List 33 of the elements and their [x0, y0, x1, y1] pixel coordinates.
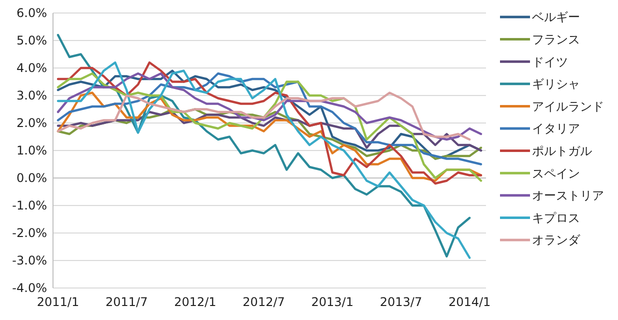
y-tick-label: -4.0%: [12, 281, 47, 296]
y-tick-label: -1.0%: [12, 198, 47, 213]
legend-label: イタリア: [532, 122, 580, 136]
legend-label: ポルトガル: [532, 144, 592, 158]
legend-label: スペイン: [532, 166, 580, 180]
x-tick-label: 2012/7: [242, 295, 285, 309]
x-tick-label: 2011/1: [36, 295, 80, 309]
y-tick-label: 0.0%: [16, 171, 47, 186]
legend-label: アイルランド: [532, 99, 604, 114]
legend-label: キプロス: [532, 210, 580, 225]
x-tick-label: 2014/1: [448, 295, 491, 309]
legend-label: フランス: [532, 32, 580, 46]
legend-label: オーストリア: [532, 188, 604, 203]
y-tick-label: -3.0%: [12, 254, 47, 268]
line-series: [56, 72, 482, 141]
y-tick-label: 1.0%: [16, 144, 47, 158]
legend-label: オランダ: [532, 233, 581, 248]
x-tick-label: 2013/7: [380, 295, 422, 309]
legend-label: ドイツ: [532, 54, 568, 69]
x-tick-label: 2011/7: [105, 295, 148, 309]
x-tick-label: 2012/1: [174, 295, 216, 309]
y-tick-label: 6.0%: [16, 6, 47, 20]
line-series: [56, 92, 482, 182]
y-tick-label: 2.0%: [16, 116, 47, 130]
x-tick-label: 2013/1: [311, 295, 354, 309]
y-tick-label: -2.0%: [12, 226, 47, 240]
y-tick-label: 5.0%: [16, 34, 47, 48]
y-tick-label: 3.0%: [16, 88, 47, 103]
legend-label: ベルギー: [532, 10, 580, 24]
line-series: [56, 92, 471, 141]
legend-label: ギリシャ: [532, 77, 580, 92]
y-tick-label: 4.0%: [16, 61, 47, 76]
line-series: [56, 110, 482, 152]
